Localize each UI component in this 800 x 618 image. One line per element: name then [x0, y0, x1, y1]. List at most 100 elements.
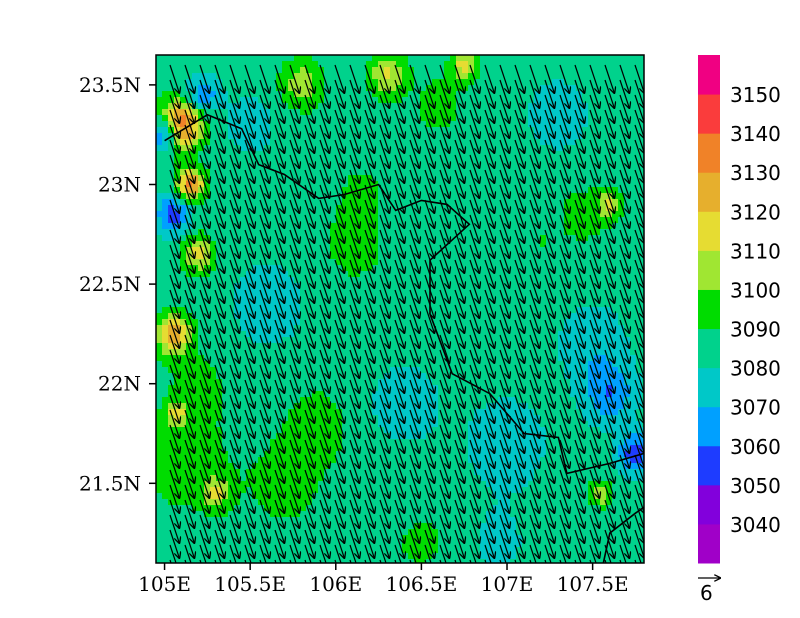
- field-cell: [246, 427, 253, 434]
- field-cell: [270, 367, 277, 374]
- field-cell: [216, 55, 223, 62]
- field-cell: [276, 127, 283, 134]
- field-cell: [390, 487, 397, 494]
- field-cell: [270, 517, 277, 524]
- field-cell: [372, 139, 379, 146]
- field-cell: [486, 259, 493, 266]
- field-cell: [324, 379, 331, 386]
- field-cell: [360, 85, 367, 92]
- field-cell: [408, 91, 415, 98]
- field-cell: [402, 379, 409, 386]
- field-cell: [420, 169, 427, 176]
- field-cell: [462, 61, 469, 68]
- field-cell: [324, 289, 331, 296]
- field-cell: [210, 403, 217, 410]
- field-cell: [468, 253, 475, 260]
- field-cell: [348, 73, 355, 80]
- field-cell: [378, 325, 385, 332]
- field-cell: [420, 481, 427, 488]
- field-cell: [180, 331, 187, 338]
- field-cell: [300, 277, 307, 284]
- field-cell: [318, 313, 325, 320]
- field-cell: [450, 319, 457, 326]
- field-cell: [498, 463, 505, 470]
- field-cell: [228, 73, 235, 80]
- field-cell: [312, 241, 319, 248]
- field-cell: [330, 247, 337, 254]
- field-cell: [402, 259, 409, 266]
- field-cell: [354, 559, 361, 563]
- field-cell: [264, 169, 271, 176]
- field-cell: [222, 457, 229, 464]
- field-cell: [162, 457, 169, 464]
- field-cell: [252, 301, 259, 308]
- field-cell: [222, 55, 229, 62]
- field-cell: [360, 427, 367, 434]
- field-cell: [180, 85, 187, 92]
- field-cell: [408, 505, 415, 512]
- field-cell: [240, 475, 247, 482]
- field-cell: [480, 421, 487, 428]
- field-cell: [168, 163, 175, 170]
- field-cell: [318, 463, 325, 470]
- field-cell: [336, 229, 343, 236]
- field-cell: [186, 379, 193, 386]
- field-cell: [414, 73, 421, 80]
- field-cell: [168, 511, 175, 518]
- field-cell: [228, 235, 235, 242]
- field-cell: [156, 535, 163, 542]
- field-cell: [240, 403, 247, 410]
- field-cell: [198, 553, 205, 560]
- field-cell: [438, 325, 445, 332]
- field-cell: [444, 559, 451, 563]
- field-cell: [396, 397, 403, 404]
- field-cell: [378, 355, 385, 362]
- field-cell: [294, 349, 301, 356]
- field-cell: [408, 445, 415, 452]
- field-cell: [462, 55, 469, 62]
- field-cell: [498, 493, 505, 500]
- field-cell: [330, 445, 337, 452]
- field-cell: [228, 463, 235, 470]
- field-cell: [420, 223, 427, 230]
- field-cell: [306, 199, 313, 206]
- field-cell: [402, 547, 409, 554]
- field-cell: [426, 529, 433, 536]
- field-cell: [156, 127, 163, 134]
- field-cell: [318, 493, 325, 500]
- field-cell: [480, 373, 487, 380]
- field-cell: [270, 229, 277, 236]
- field-cell: [438, 211, 445, 218]
- field-cell: [468, 385, 475, 392]
- field-cell: [276, 349, 283, 356]
- field-cell: [168, 523, 175, 530]
- field-cell: [372, 277, 379, 284]
- field-cell: [270, 379, 277, 386]
- field-cell: [240, 445, 247, 452]
- field-cell: [240, 211, 247, 218]
- field-cell: [282, 241, 289, 248]
- field-cell: [498, 445, 505, 452]
- field-cell: [390, 139, 397, 146]
- field-cell: [372, 91, 379, 98]
- field-cell: [486, 499, 493, 506]
- field-cell: [246, 247, 253, 254]
- field-cell: [180, 109, 187, 116]
- field-cell: [330, 139, 337, 146]
- field-cell: [348, 511, 355, 518]
- field-cell: [318, 283, 325, 290]
- field-cell: [276, 109, 283, 116]
- field-cell: [318, 73, 325, 80]
- field-cell: [156, 85, 163, 92]
- field-cell: [390, 367, 397, 374]
- field-cell: [234, 55, 241, 62]
- field-cell: [450, 493, 457, 500]
- field-cell: [366, 379, 373, 386]
- field-cell: [504, 319, 511, 326]
- field-cell: [198, 475, 205, 482]
- field-cell: [498, 415, 505, 422]
- field-cell: [168, 193, 175, 200]
- field-cell: [438, 103, 445, 110]
- field-cell: [486, 427, 493, 434]
